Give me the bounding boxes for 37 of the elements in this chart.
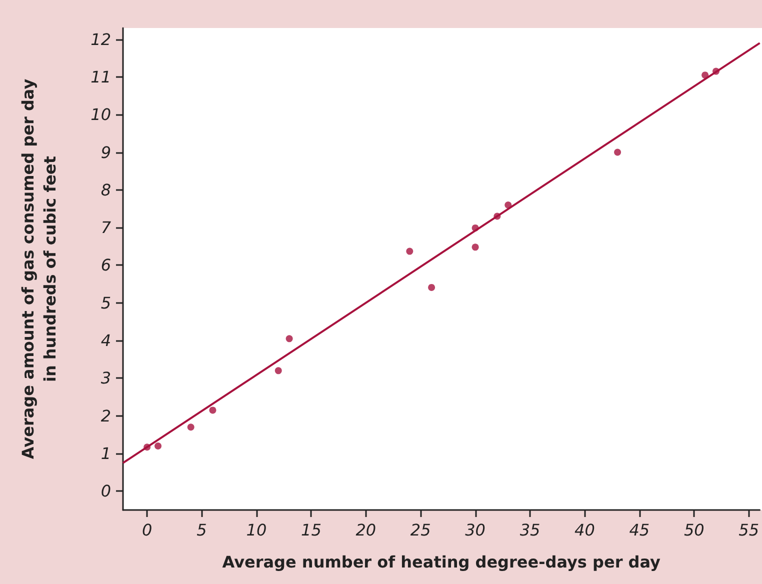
y-axis-title: Average amount of gas consumed per day in hundreds of cubic feet <box>18 78 60 460</box>
x-tick-label: 25 <box>410 520 431 540</box>
x-tick-label: 55 <box>738 520 759 540</box>
point <box>154 442 162 450</box>
y-tick-label: 12 <box>90 30 111 49</box>
point <box>614 148 622 156</box>
point <box>472 244 479 251</box>
point <box>406 248 414 255</box>
point <box>702 72 709 79</box>
x-axis-title: Average number of heating degree-days per day <box>222 552 662 572</box>
x-tick-label: 35 <box>520 520 540 540</box>
x-tick-label: 10 <box>246 520 267 540</box>
x-tick-label: 50 <box>684 520 704 540</box>
y-tick-label: 10 <box>90 105 111 124</box>
y-tick-label: 7 <box>100 218 112 238</box>
y-tick-label: 6 <box>100 256 111 275</box>
x-tick-label: 15 <box>301 520 322 540</box>
y-tick-label: 0 <box>100 482 111 501</box>
point <box>428 284 436 291</box>
y-tick-label: 3 <box>100 368 111 388</box>
x-tick-label: 20 <box>356 520 376 540</box>
x-tick-label: 40 <box>574 520 595 540</box>
y-tick-label: 9 <box>100 142 111 162</box>
x-tick-label: 5 <box>196 520 207 540</box>
x-tick-label: 0 <box>142 520 152 540</box>
point <box>209 406 216 414</box>
y-tick-label: 1 <box>100 444 111 464</box>
y-tick-label: 5 <box>100 293 111 312</box>
point <box>286 335 293 342</box>
point <box>187 424 194 431</box>
y-tick-label: 4 <box>100 331 111 350</box>
point <box>274 367 282 374</box>
y-tick-label: 8 <box>100 180 111 200</box>
x-tick-label: 30 <box>465 520 486 540</box>
y-tick-label: 11 <box>90 67 111 86</box>
x-tick-label: 45 <box>629 520 650 540</box>
y-tick-label: 2 <box>100 406 111 426</box>
